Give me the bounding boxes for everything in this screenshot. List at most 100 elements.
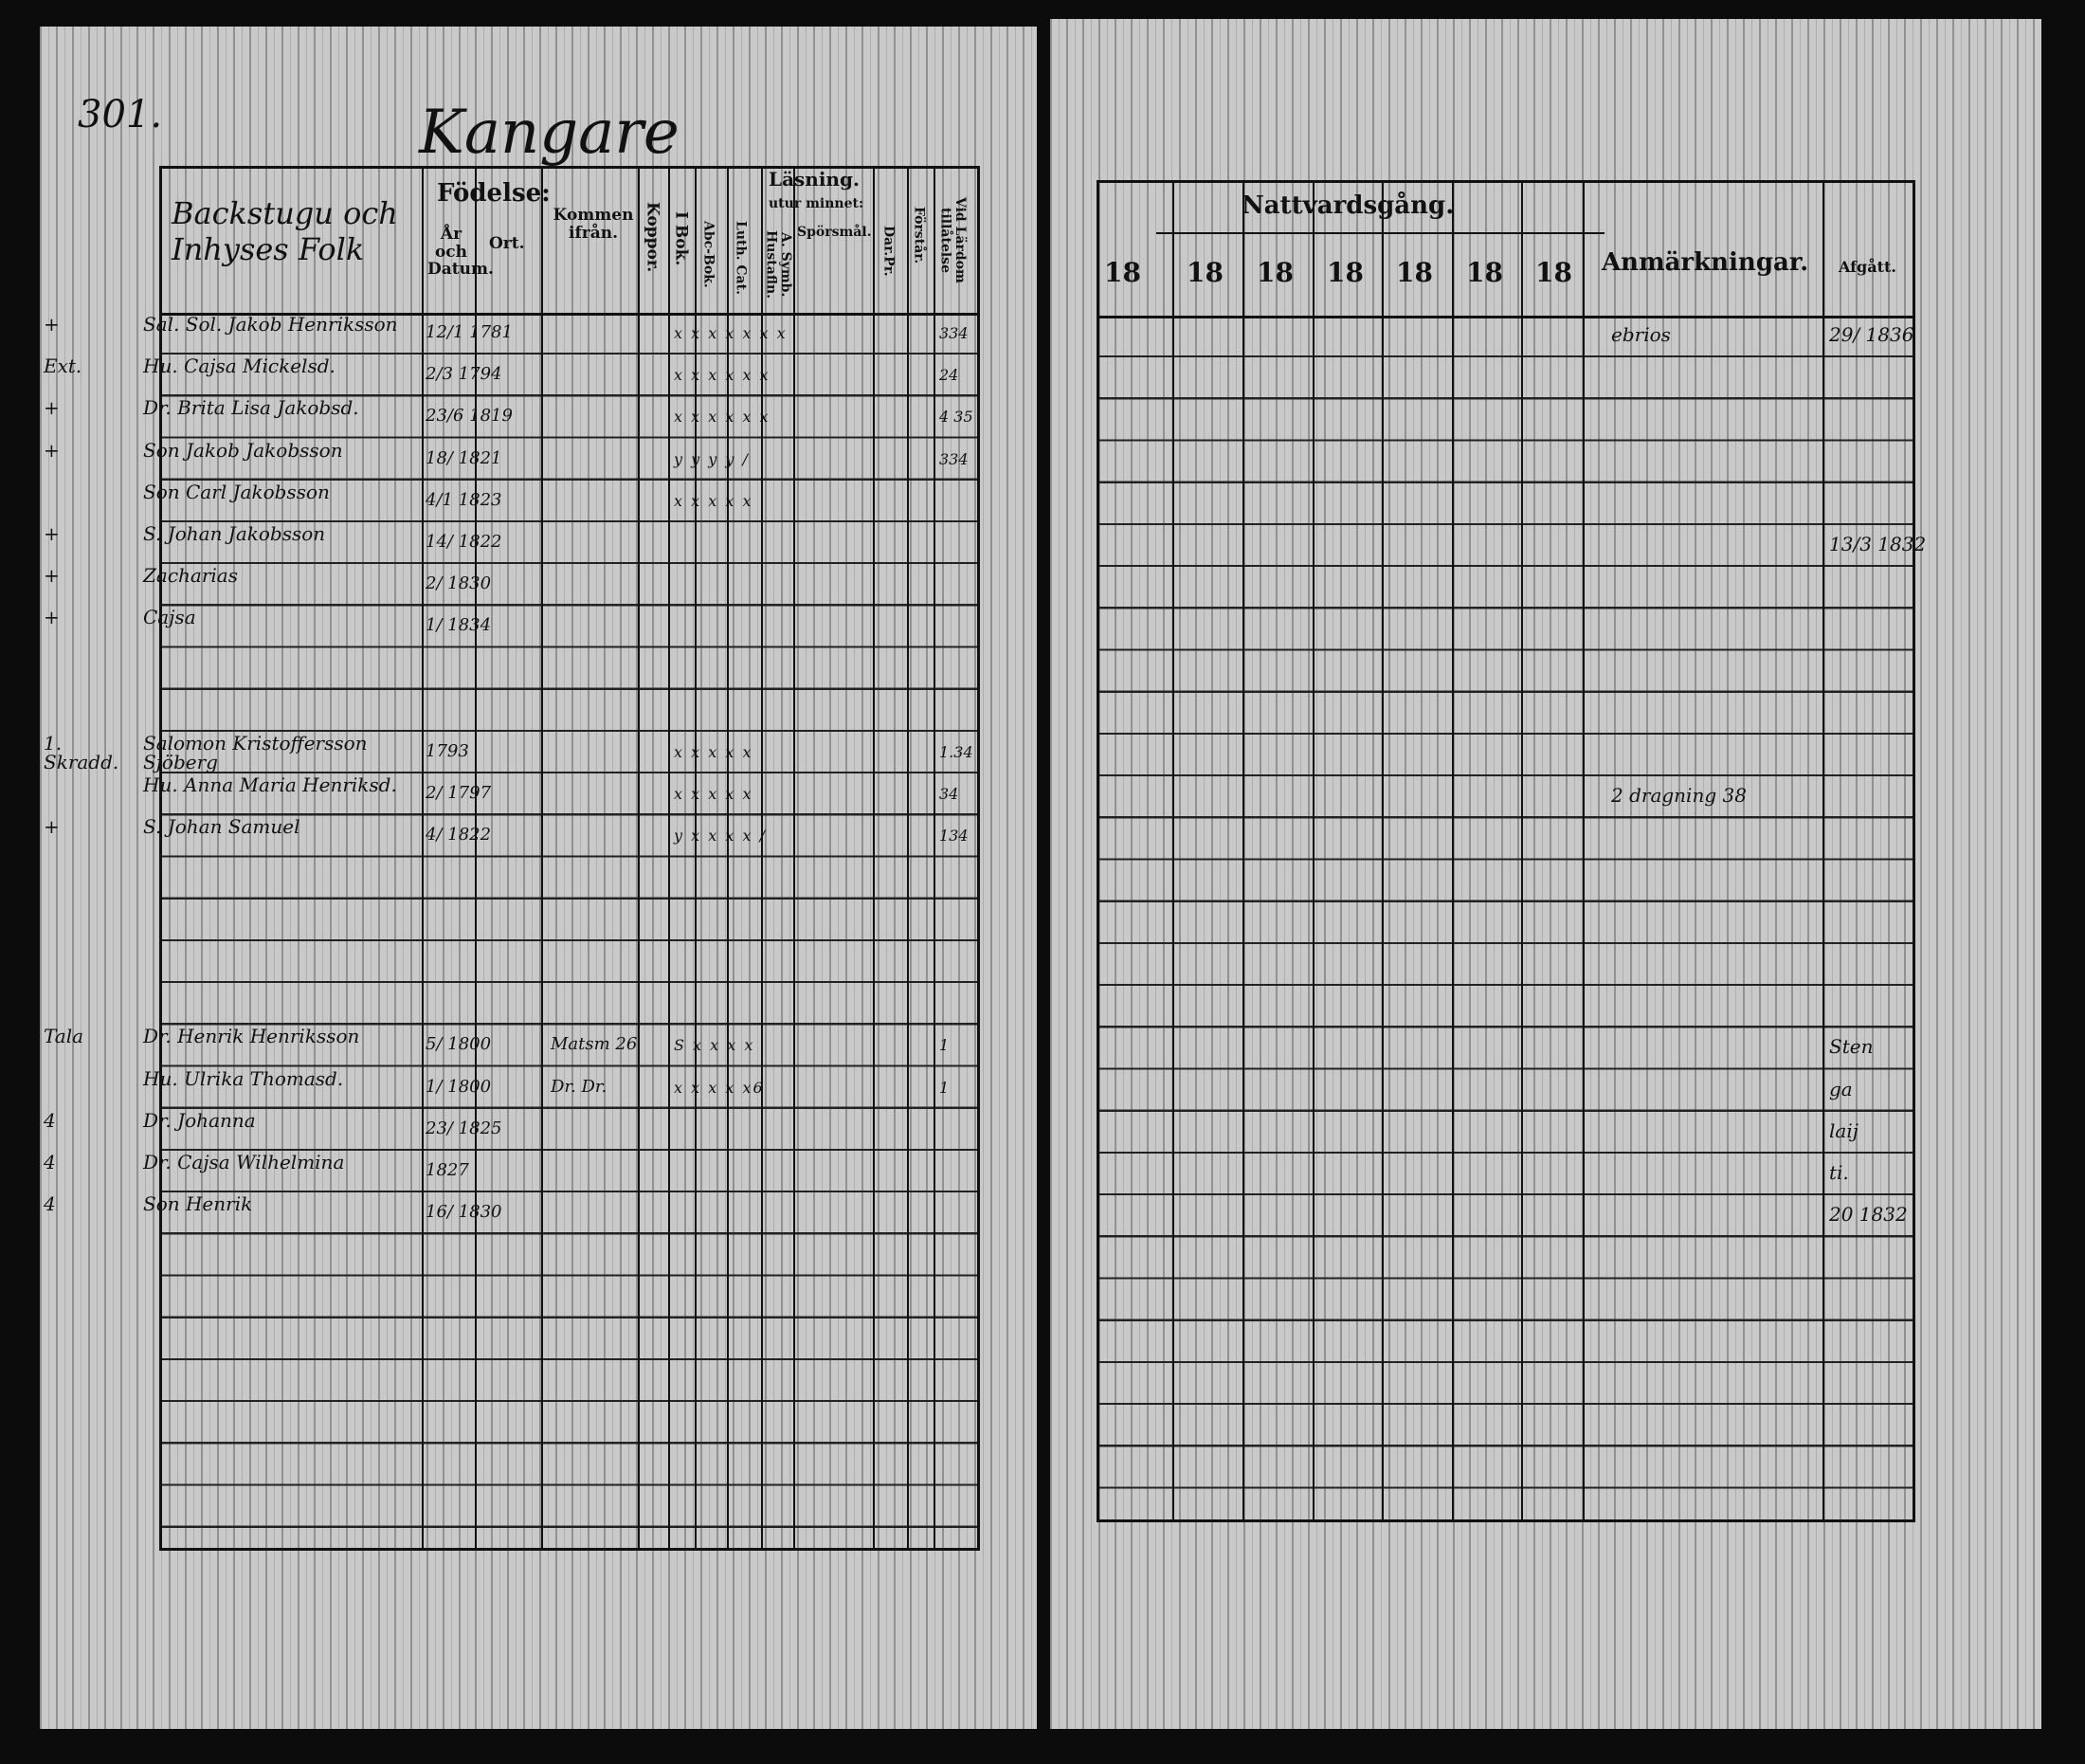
column-divider [1313, 183, 1314, 1519]
column-divider [1521, 183, 1523, 1519]
communion-table: Nattvardsgång. Anmärkningar. Afgått. 18 1… [1097, 180, 1926, 1522]
birth-date: 12/1 1781 [426, 322, 513, 342]
admitted-note: 4 35 [939, 408, 973, 427]
reading-marks: S x x x x [674, 1036, 755, 1055]
page-number: 301. [78, 93, 163, 136]
column-divider [541, 169, 543, 1548]
header-reading: Läsning. [769, 168, 860, 191]
margin-note: 1. Skradd. [44, 732, 119, 773]
reading-marks: y x x x x / [674, 827, 767, 846]
birth-date: 1/ 1834 [426, 615, 492, 636]
person-name: Dr. Johanna [143, 1108, 256, 1132]
header-questions: Spörsmål. [797, 225, 872, 240]
birth-date: 2/ 1797 [426, 783, 492, 804]
register-table: Backstugu och Inhyses Folk Födelse: År och… [44, 166, 980, 1551]
margin-note: 4 [44, 1151, 56, 1173]
column-divider [475, 169, 477, 1548]
person-name: Salomon Kristoffersson Sjöberg [143, 732, 368, 773]
departed-date: ga [1829, 1077, 1853, 1100]
person-name: Son Carl Jakobsson [143, 480, 330, 503]
header-abc: Abc-Bok. [700, 221, 716, 288]
reading-marks: x x x x x6 [674, 1078, 765, 1097]
year-column-header: 18 [1396, 257, 1433, 288]
departed-date: Sten [1829, 1035, 1874, 1059]
column-divider [761, 169, 763, 1548]
header-from-memory: utur minnet: [769, 196, 864, 211]
right-page: Nattvardsgång. Anmärkningar. Afgått. 18 1… [1050, 19, 2041, 1729]
person-name: Dr. Cajsa Wilhelmina [143, 1151, 345, 1173]
reading-marks: x x x x x [674, 491, 753, 510]
header-understands: Förstår. [911, 207, 927, 264]
person-name: S. Johan Jakobsson [143, 522, 326, 545]
header-name-col: Backstugu och Inhyses Folk [172, 195, 398, 267]
column-divider [1382, 183, 1384, 1519]
birth-date: 4/ 1822 [426, 825, 492, 846]
column-divider [873, 169, 875, 1548]
remark-text: ebrios [1611, 323, 1671, 346]
column-divider [1583, 183, 1585, 1519]
departed-date: laij [1829, 1118, 1858, 1142]
margin-note: + [44, 606, 60, 629]
person-name: Hu. Anna Maria Henriksd. [143, 773, 397, 797]
departed-header: Afgått. [1839, 258, 1896, 276]
birth-date: 16/ 1830 [426, 1202, 502, 1223]
admitted-note: 1 [939, 1078, 950, 1097]
admitted-note: 334 [939, 449, 969, 468]
departed-date: 20 1832 [1829, 1203, 1908, 1227]
year-column-header: 18 [1257, 257, 1294, 288]
column-divider [638, 169, 640, 1548]
year-column-header: 18 [1535, 257, 1572, 288]
admitted-note: 34 [939, 785, 959, 804]
margin-note: + [44, 522, 60, 545]
header-place: Ort. [489, 234, 525, 253]
header-year-date: År och Datum. [427, 225, 494, 280]
reading-marks: x x x x x x [674, 408, 771, 427]
birth-date: 14/ 1822 [426, 532, 502, 552]
column-divider [907, 169, 909, 1548]
column-divider [1172, 183, 1174, 1519]
communion-header: Nattvardsgång. [1242, 191, 1455, 220]
birth-date: 18/ 1821 [426, 447, 502, 468]
reading-marks: x x x x x x [674, 366, 771, 385]
left-page: 301. Kangare Backstugu och Inhyses Folk F… [40, 27, 1037, 1729]
column-divider [934, 169, 935, 1548]
margin-note: + [44, 313, 60, 336]
birth-date: 1827 [426, 1160, 469, 1180]
birth-date: 23/6 1819 [426, 406, 513, 427]
person-name: Dr. Brita Lisa Jakobsd. [143, 396, 359, 420]
birth-date: 4/1 1823 [426, 489, 502, 510]
birth-date: 5/ 1800 [426, 1034, 492, 1055]
header-luth-cat: Luth. Cat. [733, 221, 749, 295]
admitted-note: 134 [939, 827, 969, 846]
column-divider [1242, 183, 1244, 1519]
margin-note: + [44, 564, 60, 588]
came-from: Matsm 26 [551, 1034, 638, 1055]
column-divider [1822, 183, 1824, 1519]
header-smallpox: Koppor. [643, 202, 662, 273]
column-divider [695, 169, 697, 1548]
header-birth: Födelse: [437, 179, 551, 208]
person-name: Hu. Cajsa Mickelsd. [143, 355, 335, 378]
reading-marks: x x x x x [674, 743, 753, 761]
margin-note: + [44, 815, 60, 839]
column-divider [1452, 183, 1454, 1519]
person-name: Zacharias [143, 564, 238, 588]
reading-marks: x x x x x x x [674, 324, 788, 342]
column-divider [727, 169, 729, 1548]
birth-date: 1/ 1800 [426, 1076, 492, 1097]
reading-marks: y y y y / [674, 449, 750, 468]
person-name: Son Henrik [143, 1192, 253, 1216]
remark-text: 2 dragning 38 [1611, 784, 1747, 808]
margin-note: 4 [44, 1192, 56, 1216]
person-name: S. Johan Samuel [143, 815, 300, 839]
header-came-from: Kommen ifrån. [553, 206, 634, 243]
departed-date: 29/ 1836 [1829, 323, 1914, 346]
column-divider [668, 169, 670, 1548]
header-in-book: I Bok. [671, 211, 691, 266]
margin-note: Ext. [44, 355, 82, 378]
person-name: Son Jakob Jakobsson [143, 438, 343, 462]
header-admitted: Vid Lärdom tillåtelse [937, 196, 968, 283]
margin-note: 4 [44, 1108, 56, 1132]
birth-date: 23/ 1825 [426, 1118, 502, 1138]
reading-marks: x x x x x [674, 785, 753, 804]
